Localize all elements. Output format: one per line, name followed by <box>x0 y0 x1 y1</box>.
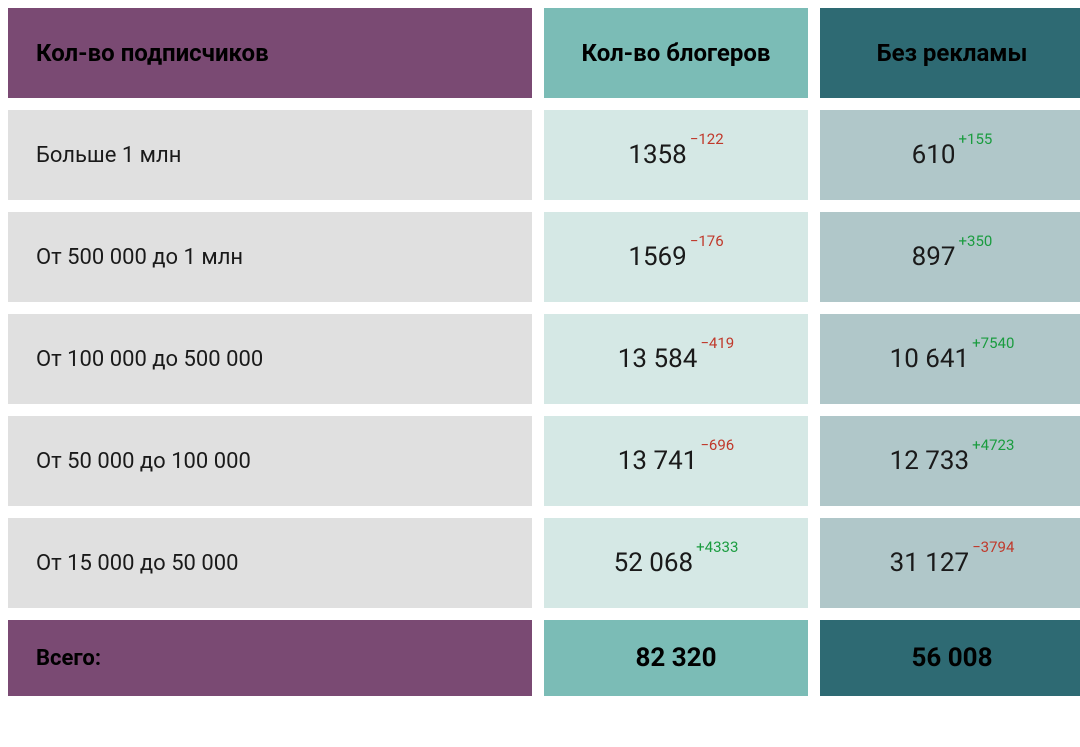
value-with-delta: 10 641 +7540 <box>890 346 1015 372</box>
bloggers-cell: 13 741 −696 <box>544 416 808 506</box>
bloggers-delta: −176 <box>690 234 724 249</box>
subscribers-range: От 50 000 до 100 000 <box>36 449 251 474</box>
no-ads-cell: 12 733 +4723 <box>820 416 1080 506</box>
bloggers-delta: −419 <box>700 336 734 351</box>
value-with-delta: 13 741 −696 <box>618 448 734 474</box>
header-label: Кол-во блогеров <box>582 39 771 67</box>
no-ads-value: 31 127 <box>890 550 970 576</box>
no-ads-delta: −3794 <box>972 540 1014 555</box>
subscribers-range: От 15 000 до 50 000 <box>36 551 238 576</box>
bloggers-cell: 13 584 −419 <box>544 314 808 404</box>
footer-bloggers: 82 320 <box>544 620 808 696</box>
value-with-delta: 31 127 −3794 <box>890 550 1015 576</box>
bloggers-value: 13 741 <box>618 448 698 474</box>
no-ads-delta: +4723 <box>972 438 1014 453</box>
value-with-delta: 13 584 −419 <box>618 346 734 372</box>
bloggers-value: 13 584 <box>618 346 698 372</box>
bloggers-value: 1569 <box>628 244 686 270</box>
header-bloggers: Кол-во блогеров <box>544 8 808 98</box>
row-label: От 50 000 до 100 000 <box>8 416 532 506</box>
header-subscribers: Кол-во подписчиков <box>8 8 532 98</box>
row-label: От 15 000 до 50 000 <box>8 518 532 608</box>
no-ads-value: 10 641 <box>890 346 970 372</box>
bloggers-cell: 1358 −122 <box>544 110 808 200</box>
no-ads-value: 12 733 <box>890 448 970 474</box>
no-ads-delta: +7540 <box>972 336 1014 351</box>
value-with-delta: 12 733 +4723 <box>890 448 1015 474</box>
header-no-ads: Без рекламы <box>820 8 1080 98</box>
header-label: Кол-во подписчиков <box>36 39 269 67</box>
footer-label: Всего: <box>8 620 532 696</box>
bloggers-delta: −696 <box>700 438 734 453</box>
bloggers-delta: +4333 <box>696 540 738 555</box>
footer-total-label: Всего: <box>36 646 101 671</box>
subscribers-range: От 500 000 до 1 млн <box>36 245 243 270</box>
value-with-delta: 52 068 +4333 <box>614 550 739 576</box>
no-ads-value: 897 <box>912 244 956 270</box>
value-with-delta: 1358 −122 <box>628 142 723 168</box>
no-ads-cell: 31 127 −3794 <box>820 518 1080 608</box>
no-ads-delta: +155 <box>959 132 993 147</box>
footer-bloggers-value: 82 320 <box>635 643 716 673</box>
no-ads-cell: 10 641 +7540 <box>820 314 1080 404</box>
header-label: Без рекламы <box>877 39 1028 67</box>
bloggers-value: 52 068 <box>614 550 694 576</box>
value-with-delta: 610 +155 <box>912 142 993 168</box>
value-with-delta: 1569 −176 <box>628 244 723 270</box>
no-ads-delta: +350 <box>959 234 993 249</box>
value-with-delta: 897 +350 <box>912 244 993 270</box>
row-label: Больше 1 млн <box>8 110 532 200</box>
footer-no-ads: 56 008 <box>820 620 1080 696</box>
bloggers-cell: 52 068 +4333 <box>544 518 808 608</box>
bloggers-table: Кол-во подписчиков Кол-во блогеров Без р… <box>8 8 1072 696</box>
bloggers-delta: −122 <box>690 132 724 147</box>
no-ads-cell: 897 +350 <box>820 212 1080 302</box>
row-label: От 100 000 до 500 000 <box>8 314 532 404</box>
footer-no-ads-value: 56 008 <box>911 643 992 673</box>
no-ads-value: 610 <box>912 142 956 168</box>
row-label: От 500 000 до 1 млн <box>8 212 532 302</box>
subscribers-range: От 100 000 до 500 000 <box>36 347 263 372</box>
subscribers-range: Больше 1 млн <box>36 143 181 168</box>
bloggers-value: 1358 <box>628 142 686 168</box>
no-ads-cell: 610 +155 <box>820 110 1080 200</box>
bloggers-cell: 1569 −176 <box>544 212 808 302</box>
